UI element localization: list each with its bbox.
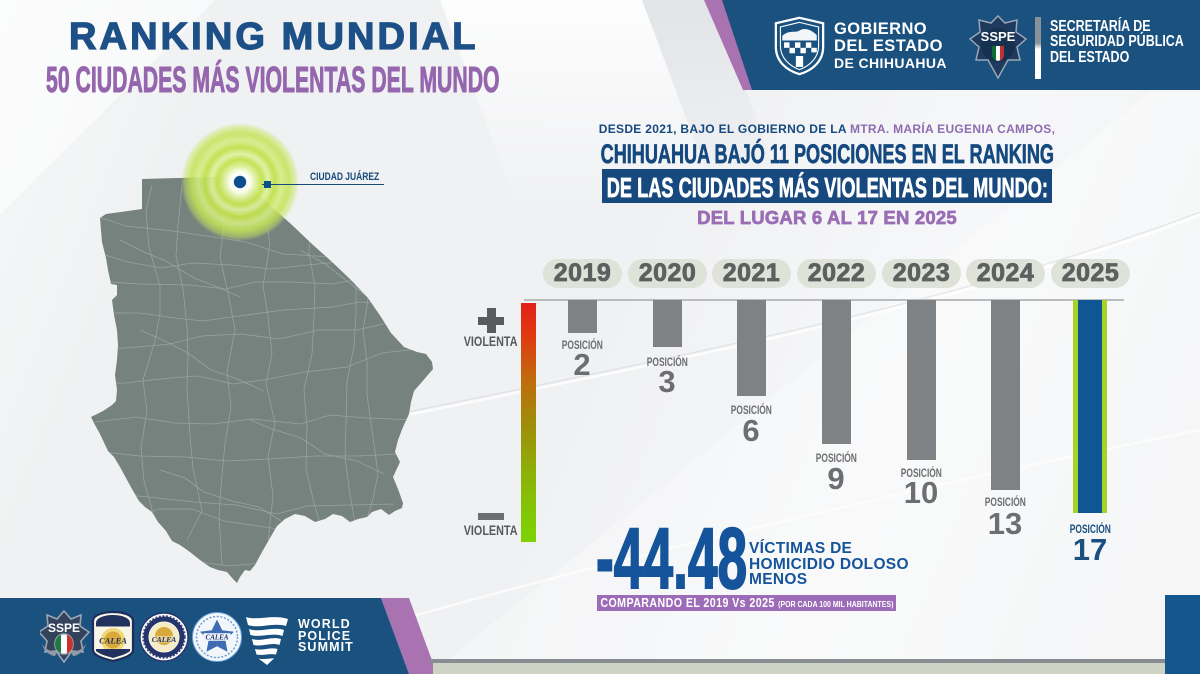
svg-text:CALEA: CALEA bbox=[99, 636, 127, 646]
svg-text:CALEA: CALEA bbox=[152, 635, 177, 644]
svg-text:CALEA: CALEA bbox=[206, 633, 229, 641]
svg-text:SSPE: SSPE bbox=[981, 29, 1016, 44]
svg-text:SSPE: SSPE bbox=[48, 621, 80, 635]
